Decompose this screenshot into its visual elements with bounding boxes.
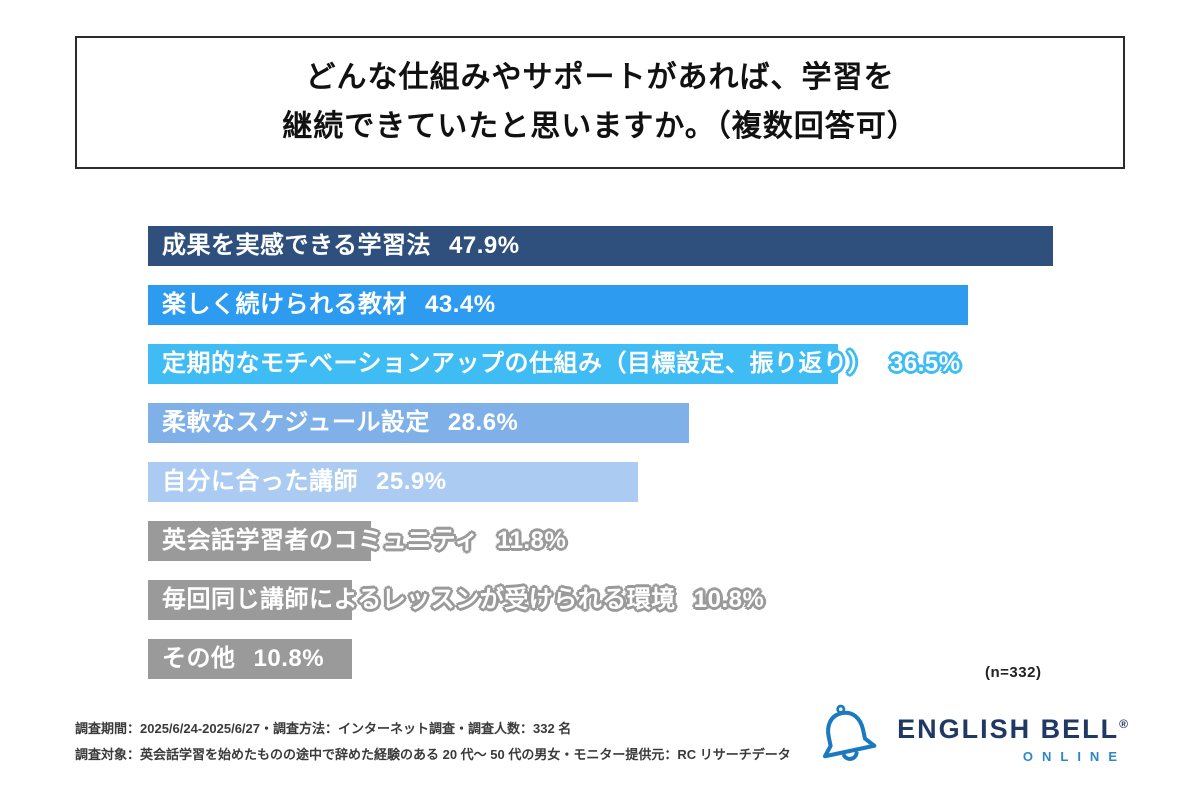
bar-value-label: 11.8% <box>497 527 567 554</box>
chart-title-box: どんな仕組みやサポートがあれば、学習を 継続できていたと思いますか。（複数回答可… <box>75 36 1125 169</box>
bar <box>148 226 1053 266</box>
bar-category-label: 柔軟なスケジュール設定 <box>162 409 430 436</box>
bar <box>148 521 371 561</box>
bar-row: 柔軟なスケジュール設定 28.6% <box>148 403 1148 443</box>
survey-note-line-1: 調査期間：2025/6/24-2025/6/27・調査方法：インターネット調査・… <box>75 721 572 736</box>
bar <box>148 344 838 384</box>
bar-chart: 成果を実感できる学習法 47.9% 楽しく続けられる教材 43.4% 定期的なモチベーシ… <box>148 226 1148 698</box>
bar-category-label: 毎回同じ講師によるレッスンが受けられる環境 <box>162 586 676 613</box>
registered-mark: ® <box>1119 716 1130 731</box>
chart-title-line-1: どんな仕組みやサポートがあれば、学習を <box>305 60 895 94</box>
bar-label: 成果を実感できる学習法 47.9% <box>162 226 520 266</box>
bar-row: 定期的なモチベーションアップの仕組み（目標設定、振り返り） 36.5% <box>148 344 1148 384</box>
bar-row: 英会話学習者のコミュニティ 11.8% <box>148 521 1148 561</box>
bar-row: 成果を実感できる学習法 47.9% <box>148 226 1148 266</box>
bar-row: その他 10.8% <box>148 639 1148 679</box>
bar-label: 楽しく続けられる教材 43.4% <box>162 285 496 325</box>
bar-value-label: 10.8% <box>253 645 325 672</box>
bar-category-label: 成果を実感できる学習法 <box>162 232 432 259</box>
bar <box>148 580 352 620</box>
bar-value-label: 25.9% <box>376 468 447 495</box>
bell-icon <box>804 693 890 783</box>
sample-size-label: (n=332) <box>985 664 1042 681</box>
bar <box>148 403 689 443</box>
bar-value-label: 47.9% <box>449 232 520 259</box>
bar-category-label: 定期的なモチベーションアップの仕組み（目標設定、振り返り） <box>162 350 873 377</box>
bar <box>148 639 352 679</box>
bar <box>148 462 638 502</box>
bar-label: 毎回同じ講師によるレッスンが受けられる環境 10.8% <box>162 580 764 620</box>
logo-brand-name: ENGLISH BELL® <box>897 713 1130 744</box>
bar-row: 楽しく続けられる教材 43.4% <box>148 285 1148 325</box>
bar-category-label: 楽しく続けられる教材 <box>162 291 407 318</box>
survey-notes: 調査期間：2025/6/24-2025/6/27・調査方法：インターネット調査・… <box>75 716 791 768</box>
logo-subtitle: ONLINE <box>1022 748 1126 764</box>
bar-category-label: その他 <box>162 645 236 672</box>
bar-label: 柔軟なスケジュール設定 28.6% <box>162 403 518 443</box>
brand-logo: ENGLISH BELL® ONLINE <box>811 700 1130 777</box>
bar-category-label: 自分に合った講師 <box>162 468 358 495</box>
bar-value-label: 36.5% <box>890 350 961 377</box>
bar-value-label: 43.4% <box>425 291 496 318</box>
chart-title-line-2: 継続できていたと思いますか。（複数回答可） <box>282 109 918 143</box>
bar-label: 自分に合った講師 25.9% <box>162 462 447 502</box>
bar-row: 自分に合った講師 25.9% <box>148 462 1148 502</box>
bar <box>148 285 968 325</box>
survey-note-line-2: 調査対象：英会話学習を始めたものの途中で辞めた経験のある 20 代～ 50 代の… <box>75 747 791 762</box>
bar-value-label: 10.8% <box>693 586 765 613</box>
bar-label: 英会話学習者のコミュニティ 11.8% <box>162 521 566 561</box>
bar-label: その他 10.8% <box>162 639 324 679</box>
bar-value-label: 28.6% <box>447 409 519 436</box>
logo-text: ENGLISH BELL® ONLINE <box>897 714 1130 764</box>
bar-category-label: 英会話学習者のコミュニティ <box>162 527 480 554</box>
bar-label: 定期的なモチベーションアップの仕組み（目標設定、振り返り） 36.5% <box>162 344 961 384</box>
bar-row: 毎回同じ講師によるレッスンが受けられる環境 10.8% <box>148 580 1148 620</box>
